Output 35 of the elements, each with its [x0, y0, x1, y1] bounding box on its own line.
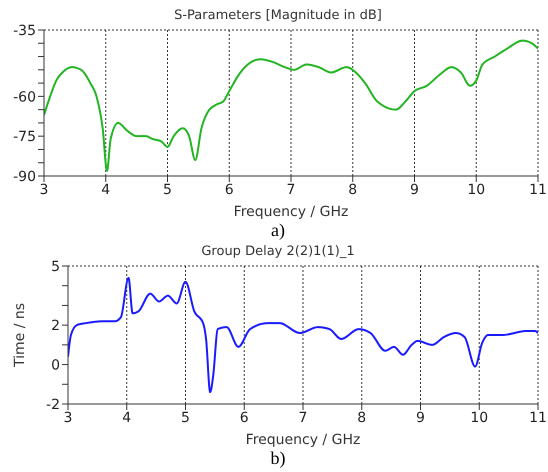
x-tick-label: 6 — [224, 182, 234, 198]
x-tick-label: 9 — [416, 410, 425, 426]
x-tick-label: 7 — [298, 410, 308, 426]
y-tick-label: 5 — [51, 258, 60, 275]
x-tick-label: 9 — [410, 182, 419, 198]
x-tick-label: 10 — [470, 410, 488, 426]
y-tick-label: 2 — [51, 318, 60, 334]
x-tick-label: 7 — [286, 182, 296, 198]
y-tick-label: 0 — [51, 358, 60, 374]
x-tick-label: 3 — [64, 410, 72, 426]
chart-title: Group Delay 2(2)1(1)_1 — [200, 244, 356, 260]
x-tick-label: 8 — [348, 182, 358, 198]
line-series — [68, 276, 538, 394]
chart-title: S-Parameters [Magnitude in dB] — [173, 8, 383, 24]
x-tick-label: 4 — [101, 182, 110, 198]
text: b) — [270, 448, 286, 470]
y-tick-label: -75 — [13, 129, 36, 146]
y-tick-label: -35 — [13, 22, 36, 39]
x-tick-label: 5 — [163, 182, 172, 198]
x-tick-label: 5 — [181, 410, 190, 426]
x-tick-label: 3 — [40, 182, 48, 198]
line-series — [44, 40, 538, 172]
x-tick-label: 10 — [467, 182, 486, 198]
x-axis-title: Frequency / GHz — [246, 432, 360, 448]
y-tick-label: -2 — [46, 396, 60, 413]
y-tick-label: -90 — [13, 168, 36, 185]
y-axis-title: Time / ns — [12, 302, 28, 368]
x-tick-label: 11 — [529, 410, 547, 426]
x-tick-label: 8 — [357, 410, 366, 426]
text: a) — [270, 220, 286, 242]
x-axis-title: Frequency / GHz — [234, 204, 348, 220]
y-tick-label: -60 — [13, 89, 36, 106]
x-tick-label: 11 — [529, 182, 547, 198]
x-tick-label: 4 — [122, 410, 132, 426]
x-tick-label: 6 — [240, 410, 249, 426]
